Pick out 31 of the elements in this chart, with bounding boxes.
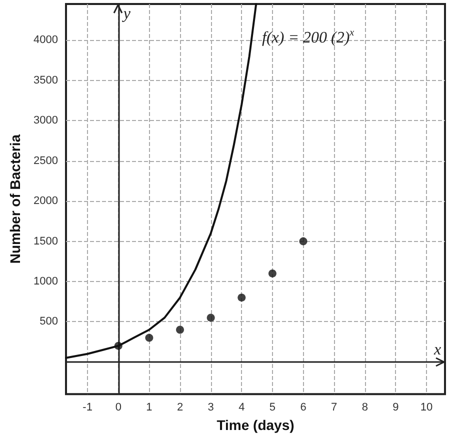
x-tick-label: 3 — [208, 402, 214, 414]
x-tick-label: 7 — [331, 402, 338, 414]
x-tick-label: -1 — [82, 402, 92, 414]
point — [299, 237, 308, 246]
x-tick-label: 6 — [300, 402, 306, 414]
x-tick-label: 10 — [420, 402, 433, 414]
x-tick-label: 0 — [115, 402, 122, 414]
point — [145, 334, 154, 342]
x-tick-label: 1 — [146, 402, 152, 414]
y-tick-label: 1500 — [34, 235, 58, 248]
point — [238, 294, 246, 302]
point — [268, 269, 276, 278]
point — [206, 314, 215, 322]
y-tick-label: 3000 — [34, 114, 58, 127]
y-tick-label: 3500 — [34, 74, 58, 86]
annotation: y — [121, 6, 132, 22]
point — [176, 326, 184, 334]
y-tick-label: 2000 — [34, 195, 58, 208]
annotation: x — [433, 341, 442, 358]
x-tick-label: 5 — [269, 402, 276, 414]
line-series — [65, 3, 258, 359]
y-tick-label: 2500 — [34, 154, 58, 167]
x-tick-label: 8 — [362, 402, 368, 414]
y-tick-label: 1000 — [34, 275, 58, 288]
x-tick-label: 4 — [238, 402, 245, 414]
x-tick-label: 2 — [176, 402, 184, 414]
x-tick-label: 9 — [392, 402, 399, 414]
y-axis-title: Number of Bacteria — [7, 134, 23, 264]
y-tick-label: 500 — [40, 316, 58, 328]
y-tick-label: 4000 — [34, 34, 58, 46]
x-axis-title: Time (days) — [216, 417, 294, 433]
